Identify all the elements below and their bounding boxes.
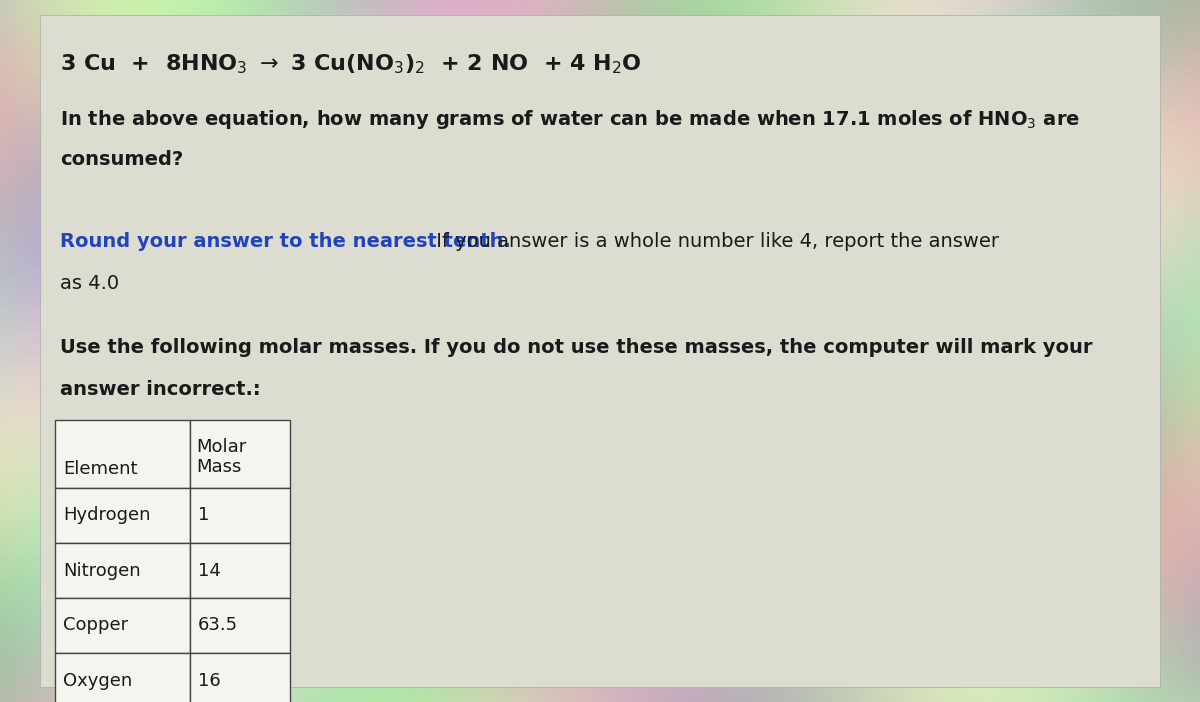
Bar	[55, 488, 190, 543]
Text: answer incorrect.:: answer incorrect.:	[60, 380, 260, 399]
Text: Hydrogen: Hydrogen	[64, 507, 150, 524]
Text: Molar: Molar	[196, 438, 246, 456]
Text: 63.5: 63.5	[198, 616, 238, 635]
Bar	[190, 420, 290, 488]
Text: Use the following molar masses. If you do not use these masses, the computer wil: Use the following molar masses. If you d…	[60, 338, 1092, 357]
Bar	[190, 598, 290, 653]
Text: Round your answer to the nearest tenth.: Round your answer to the nearest tenth.	[60, 232, 511, 251]
Bar	[190, 653, 290, 702]
Text: 3 Cu  +  8HNO$_3$ $\rightarrow$ 3 Cu(NO$_3$)$_2$  + 2 NO  + 4 H$_2$O: 3 Cu + 8HNO$_3$ $\rightarrow$ 3 Cu(NO$_3…	[60, 52, 642, 76]
Text: 1: 1	[198, 507, 209, 524]
Text: If you answer is a whole number like 4, report the answer: If you answer is a whole number like 4, …	[430, 232, 998, 251]
Bar	[55, 543, 190, 598]
Text: Copper: Copper	[64, 616, 128, 635]
Text: 14: 14	[198, 562, 221, 579]
Text: Nitrogen: Nitrogen	[64, 562, 140, 579]
Bar	[55, 653, 190, 702]
Bar	[190, 543, 290, 598]
Text: In the above equation, how many grams of water can be made when 17.1 moles of HN: In the above equation, how many grams of…	[60, 108, 1080, 131]
Text: Oxygen: Oxygen	[64, 672, 132, 689]
Text: as 4.0: as 4.0	[60, 274, 119, 293]
Bar	[190, 488, 290, 543]
Bar	[55, 598, 190, 653]
Text: 16: 16	[198, 672, 221, 689]
Text: Element: Element	[64, 460, 138, 478]
Text: consumed?: consumed?	[60, 150, 184, 169]
Bar	[55, 420, 190, 488]
Text: Mass: Mass	[196, 458, 241, 476]
